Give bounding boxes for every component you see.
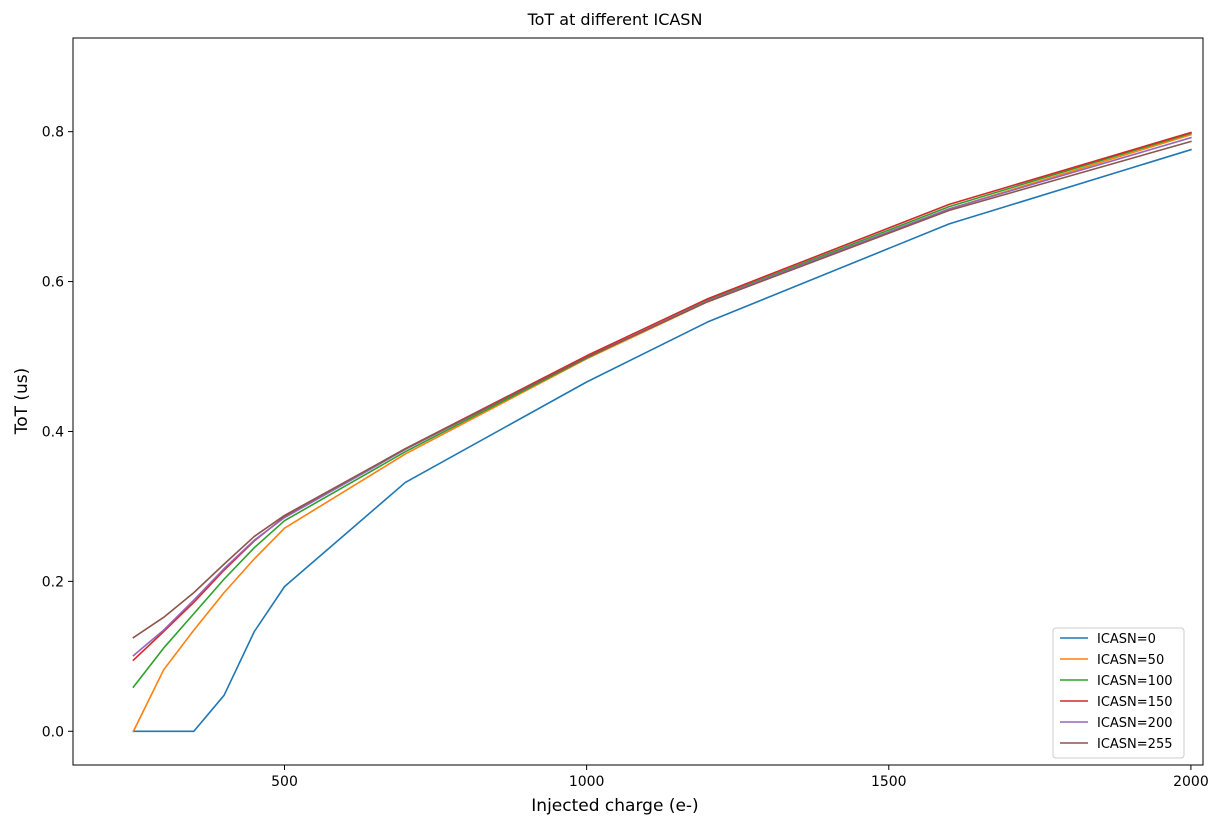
series-line-2 — [132, 132, 1192, 689]
x-tick-label: 1000 — [569, 774, 605, 790]
legend-label: ICASN=200 — [1097, 716, 1173, 731]
legend-label: ICASN=100 — [1097, 674, 1173, 689]
y-axis-label: ToT (us) — [12, 368, 32, 436]
y-tick-label: 0.8 — [42, 125, 64, 141]
legend-label: ICASN=50 — [1097, 653, 1164, 668]
x-tick-label: 500 — [271, 774, 298, 790]
legend-box — [1052, 627, 1185, 759]
x-tick-label: 2000 — [1173, 774, 1209, 790]
legend-label: ICASN=150 — [1097, 695, 1173, 710]
plot-area-frame — [72, 37, 1204, 766]
legend-label: ICASN=255 — [1097, 737, 1173, 752]
x-axis: 500 1000 1500 2000 — [271, 765, 1209, 790]
series-line-5 — [132, 140, 1192, 639]
legend-label: ICASN=0 — [1097, 632, 1156, 647]
y-tick-label: 0.2 — [42, 574, 64, 590]
legend: ICASN=0 ICASN=50 ICASN=100 ICASN=150 ICASN=2… — [1052, 627, 1185, 759]
chart-title: ToT at different ICASN — [527, 10, 703, 29]
y-tick-label: 0.0 — [42, 724, 64, 740]
y-axis: 0.0 0.2 0.4 0.6 0.8 — [42, 125, 73, 740]
series-line-1 — [132, 133, 1192, 733]
series-lines — [132, 131, 1192, 733]
y-tick-label: 0.6 — [42, 275, 64, 291]
series-line-0 — [132, 148, 1192, 733]
y-tick-label: 0.4 — [42, 424, 64, 440]
x-axis-label: Injected charge (e-) — [531, 796, 698, 816]
x-tick-label: 1500 — [871, 774, 907, 790]
series-line-4 — [132, 136, 1192, 657]
